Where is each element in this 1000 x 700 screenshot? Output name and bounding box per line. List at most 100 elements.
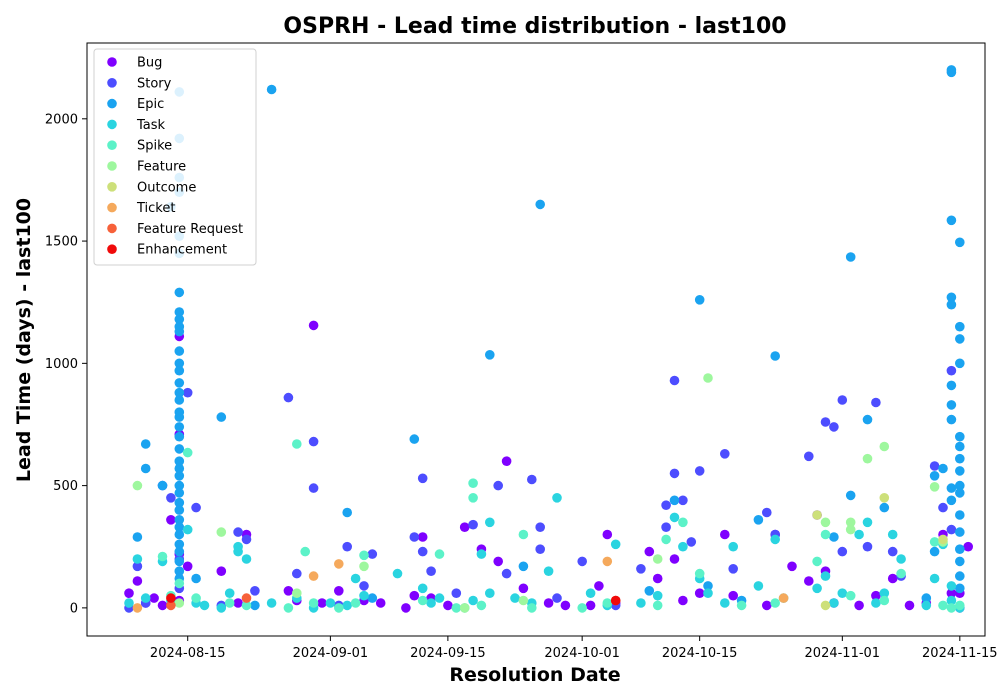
point-spike-3 — [182, 447, 193, 458]
point-epic-18 — [174, 365, 185, 376]
point-spike-6 — [241, 600, 252, 611]
point-feature-3 — [292, 588, 302, 598]
point-epic-21 — [174, 395, 185, 405]
point-epic-89 — [518, 561, 529, 572]
point-story-48 — [820, 417, 831, 427]
point-bug-26 — [459, 522, 470, 532]
point-bug-60 — [963, 541, 973, 552]
point-epic-56 — [879, 502, 890, 513]
point-task-5 — [182, 524, 193, 535]
point-story-45 — [762, 507, 772, 518]
point-spike-12 — [350, 598, 361, 608]
point-task-41 — [703, 588, 713, 598]
point-story-4 — [166, 493, 176, 503]
point-epic-67 — [955, 334, 965, 344]
point-epic-59 — [946, 215, 957, 226]
point-task-8 — [216, 603, 227, 613]
point-epic-86 — [921, 593, 932, 603]
point-story-54 — [887, 546, 898, 557]
point-epic-45 — [342, 507, 353, 518]
point-task-50 — [837, 588, 848, 598]
point-feature-5 — [459, 603, 470, 613]
point-story-7 — [182, 387, 193, 398]
point-epic-82 — [946, 495, 957, 506]
y-axis-label: Lead Time (days) - last100 — [13, 198, 35, 482]
point-feature-11 — [845, 524, 856, 535]
point-story-23 — [417, 546, 428, 557]
point-epic-73 — [955, 480, 965, 491]
point-bug-10 — [182, 561, 193, 572]
point-task-27 — [485, 517, 495, 528]
point-epic-58 — [946, 67, 957, 78]
point-bug-44 — [762, 600, 772, 611]
point-feature-13 — [879, 441, 890, 452]
point-epic-38 — [174, 546, 185, 557]
point-ticket-4 — [778, 593, 789, 603]
point-bug-14 — [283, 586, 294, 596]
point-story-12 — [250, 586, 260, 596]
point-bug-32 — [560, 600, 571, 611]
point-ticket-2 — [334, 559, 344, 569]
point-epic-34 — [174, 515, 185, 525]
point-ticket-3 — [602, 556, 613, 567]
point-story-57 — [938, 502, 948, 513]
point-spike-4 — [191, 593, 201, 603]
legend-label-ticket: Ticket — [136, 201, 175, 216]
point-story-58 — [946, 365, 957, 376]
point-spike-32 — [845, 590, 856, 601]
point-story-37 — [661, 500, 671, 511]
point-spike-13 — [359, 550, 369, 561]
point-task-18 — [350, 573, 361, 584]
point-bug-11 — [216, 566, 227, 576]
point-spike-31 — [820, 529, 831, 540]
legend-marker-task — [107, 119, 117, 130]
point-epic-79 — [955, 571, 965, 581]
point-task-26 — [476, 549, 487, 559]
point-epic-23 — [174, 412, 185, 422]
point-story-32 — [552, 593, 562, 603]
point-epic-35 — [174, 522, 185, 532]
point-task-42 — [720, 598, 730, 608]
point-epic-30 — [174, 480, 185, 491]
point-epic-13 — [174, 314, 185, 325]
point-bug-22 — [409, 590, 420, 601]
point-epic-0 — [132, 532, 143, 542]
x-tick-label-3: 2024-10-01 — [544, 646, 620, 661]
point-outcome-1 — [820, 600, 831, 611]
point-enhancement-0 — [166, 593, 176, 603]
point-bug-5 — [166, 515, 176, 525]
point-story-56 — [929, 461, 940, 471]
point-bug-43 — [728, 590, 738, 601]
point-spike-9 — [300, 546, 311, 557]
point-task-51 — [854, 529, 864, 540]
legend-marker-feature-request — [107, 223, 117, 234]
point-ticket-1 — [308, 571, 319, 581]
point-bug-18 — [334, 586, 344, 596]
point-story-35 — [636, 564, 646, 574]
x-tick-label-1: 2024-09-01 — [293, 646, 369, 661]
legend-marker-epic — [107, 98, 117, 109]
point-story-11 — [241, 534, 252, 545]
x-tick-label-2: 2024-09-15 — [410, 646, 486, 661]
point-task-49 — [829, 598, 839, 608]
point-spike-27 — [694, 568, 705, 579]
point-task-58 — [929, 573, 940, 584]
point-bug-52 — [871, 590, 881, 601]
point-bug-29 — [501, 456, 512, 467]
point-bug-51 — [854, 600, 864, 611]
point-spike-35 — [929, 537, 940, 547]
point-epic-75 — [955, 510, 965, 520]
point-spike-14 — [417, 595, 428, 606]
point-bug-28 — [493, 556, 504, 567]
point-epic-93 — [753, 515, 764, 525]
point-spike-18 — [468, 493, 478, 503]
legend-box — [93, 48, 257, 266]
legend-label-feature: Feature — [137, 160, 186, 175]
point-epic-65 — [955, 237, 965, 248]
point-epic-69 — [955, 431, 965, 442]
point-spike-10 — [308, 598, 319, 608]
point-epic-48 — [535, 199, 545, 210]
legend-label-epic: Epic — [137, 97, 164, 112]
point-bug-39 — [669, 554, 680, 564]
point-feature-10 — [845, 517, 856, 528]
